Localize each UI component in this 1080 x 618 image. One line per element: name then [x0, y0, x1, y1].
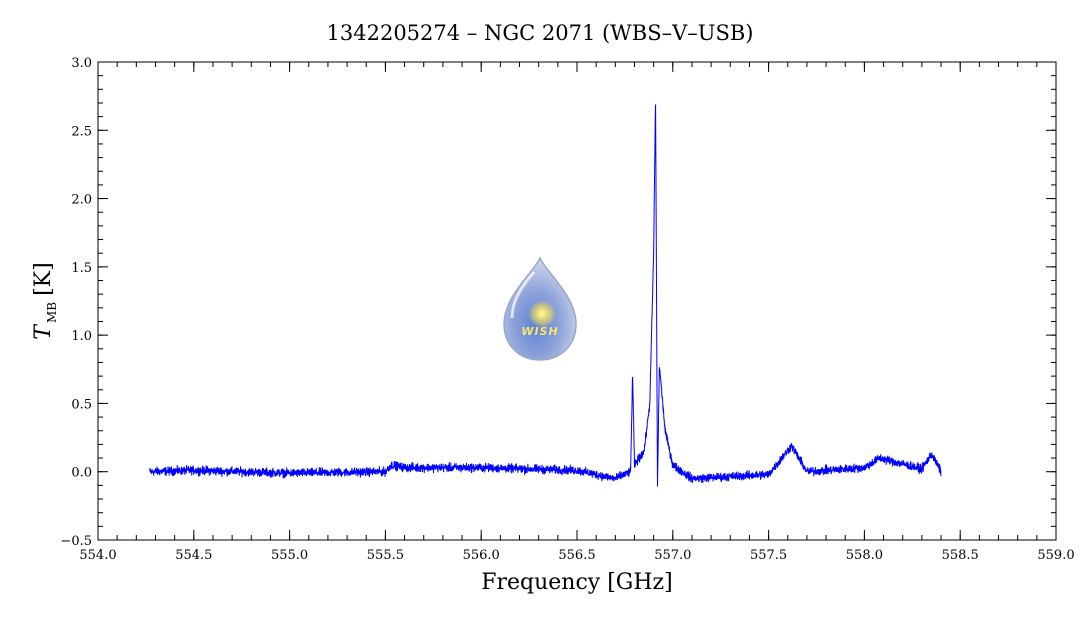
- x-tick-label: 559.0: [1037, 548, 1074, 563]
- wish-logo: ✶ WISH: [503, 256, 577, 361]
- x-tick-label: 556.5: [558, 548, 595, 563]
- x-tick-label: 558.5: [942, 548, 979, 563]
- x-tick-label: 554.5: [175, 548, 212, 563]
- spectrum-line: [149, 104, 942, 487]
- x-tick-label: 557.0: [654, 548, 691, 563]
- x-tick-label: 555.5: [367, 548, 404, 563]
- y-axis-title-unit: [K]: [31, 262, 56, 296]
- y-axis-title-sub: MB: [45, 302, 59, 323]
- x-tick-label: 556.0: [463, 548, 500, 563]
- x-axis-title: Frequency [GHz]: [481, 570, 673, 595]
- x-axis: 554.0 554.5 555.0 555.5 556.0 556.5 557.0 557.5…: [79, 62, 1075, 563]
- y-tick-label: −0.5: [60, 534, 92, 549]
- x-tick-label: 554.0: [79, 548, 116, 563]
- y-axis: −0.5 0.0 0.5 1.0 1.5 2.0 2.5 3.0: [60, 56, 1056, 549]
- y-axis-title-main: T: [31, 323, 56, 340]
- y-tick-label: 1.5: [71, 261, 92, 276]
- plot-area: [149, 104, 942, 487]
- y-axis-title: TMB [K]: [31, 262, 59, 339]
- x-tick-label: 557.5: [750, 548, 787, 563]
- svg-text:TMB[K]: TMB [K]: [31, 262, 59, 339]
- x-tick-label: 555.0: [271, 548, 308, 563]
- y-tick-label: 3.0: [71, 56, 92, 71]
- y-tick-label: 2.5: [71, 124, 92, 139]
- y-tick-label: 2.0: [71, 193, 92, 208]
- wish-logo-text: WISH: [521, 325, 558, 338]
- x-tick-label: 558.0: [846, 548, 883, 563]
- y-tick-label: 1.0: [71, 329, 92, 344]
- y-tick-label: 0.5: [71, 397, 92, 412]
- star-icon: ✶: [535, 304, 548, 323]
- y-tick-label: 0.0: [71, 466, 92, 481]
- chart-title: 1342205274 – NGC 2071 (WBS–V–USB): [327, 21, 754, 45]
